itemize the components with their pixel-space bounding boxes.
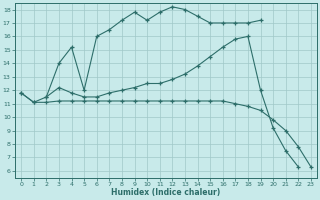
X-axis label: Humidex (Indice chaleur): Humidex (Indice chaleur) bbox=[111, 188, 221, 197]
